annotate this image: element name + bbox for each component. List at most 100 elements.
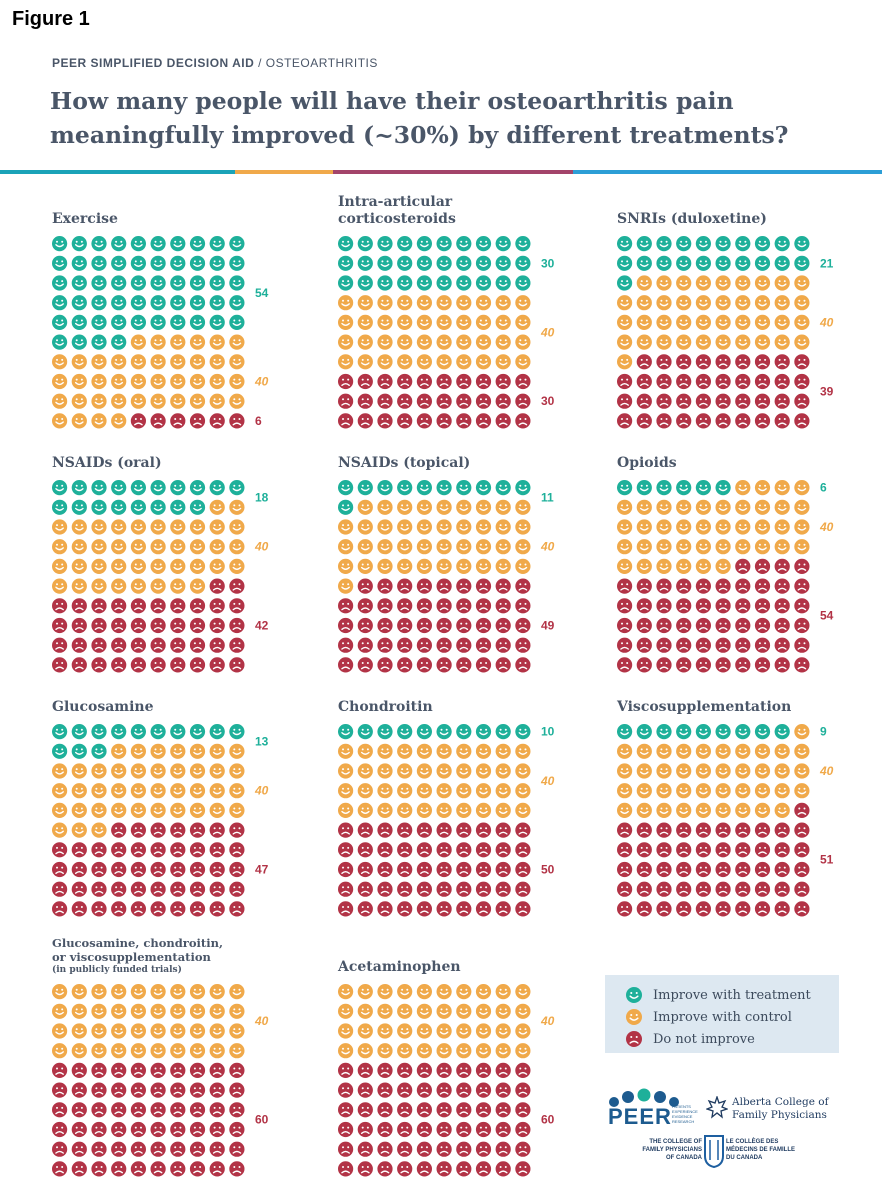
control-smile-icon	[794, 480, 810, 496]
not-improved-frown-icon	[794, 393, 810, 409]
not-improved-frown-icon	[515, 617, 531, 634]
not-improved-frown-icon	[71, 901, 87, 917]
not-improved-frown-icon	[416, 901, 432, 917]
not-improved-frown-icon	[357, 637, 373, 653]
not-improved-frown-icon	[774, 393, 790, 409]
control-smile-icon	[735, 275, 751, 291]
not-improved-frown-icon	[377, 1082, 393, 1098]
control-smile-icon	[71, 413, 87, 429]
control-smile-icon	[416, 519, 432, 535]
not-improved-frown-icon	[209, 413, 225, 429]
control-smile-icon	[111, 1023, 127, 1039]
treatment-smile-icon	[52, 314, 68, 330]
not-improved-frown-icon	[656, 822, 672, 838]
treatment-smile-icon	[130, 724, 146, 740]
control-smile-icon	[754, 763, 771, 779]
control-smile-icon	[377, 783, 393, 799]
treatment-smile-icon	[495, 275, 511, 291]
not-improved-frown-icon	[774, 373, 790, 390]
not-improved-frown-icon	[735, 578, 751, 594]
control-smile-icon	[338, 539, 354, 555]
not-improved-frown-icon	[357, 373, 373, 390]
not-improved-frown-icon	[715, 657, 731, 673]
not-improved-frown-icon	[715, 637, 731, 653]
not-improved-frown-icon	[357, 1062, 373, 1078]
not-improved-frown-icon	[377, 1141, 393, 1157]
control-smile-icon	[754, 295, 771, 311]
none-count-label: 60	[541, 1113, 555, 1127]
treatment-smile-icon	[111, 480, 127, 496]
control-smile-icon	[475, 783, 492, 799]
panel-title-text: NSAIDs (oral)	[52, 455, 162, 471]
not-improved-frown-icon	[52, 1082, 68, 1098]
not-improved-frown-icon	[735, 822, 751, 838]
panel-title-text: SNRIs (duloxetine)	[617, 211, 767, 227]
not-improved-frown-icon	[774, 861, 790, 878]
not-improved-frown-icon	[229, 637, 245, 653]
control-smile-icon	[656, 314, 672, 330]
treatment-smile-icon	[52, 295, 68, 311]
not-improved-frown-icon	[515, 598, 531, 614]
not-improved-frown-icon	[754, 558, 771, 574]
control-count-label: 40	[254, 1014, 269, 1028]
icon-array-panel: Glucosamine 13 40 47	[52, 699, 322, 921]
control-smile-icon	[715, 519, 731, 535]
treatment-smile-icon	[695, 236, 711, 252]
control-smile-icon	[357, 354, 373, 370]
control-smile-icon	[52, 558, 68, 574]
control-smile-icon	[209, 743, 225, 759]
not-improved-frown-icon	[170, 413, 186, 429]
not-improved-frown-icon	[515, 842, 531, 858]
not-improved-frown-icon	[754, 637, 771, 653]
treatment-smile-icon	[656, 480, 672, 496]
not-improved-frown-icon	[377, 637, 393, 653]
treatment-smile-icon	[229, 236, 245, 252]
treatment-smile-icon	[189, 236, 206, 252]
not-improved-frown-icon	[515, 1082, 531, 1098]
not-improved-frown-icon	[209, 617, 225, 634]
treatment-smile-icon	[209, 295, 225, 311]
not-improved-frown-icon	[338, 373, 354, 390]
not-improved-frown-icon	[189, 1161, 206, 1177]
control-smile-icon	[397, 743, 413, 759]
not-improved-frown-icon	[397, 1102, 413, 1118]
not-improved-frown-icon	[436, 1141, 452, 1157]
not-improved-frown-icon	[397, 1121, 413, 1138]
control-smile-icon	[150, 519, 166, 535]
not-improved-frown-icon	[357, 1121, 373, 1138]
treatment-smile-icon	[456, 724, 472, 740]
not-improved-frown-icon	[695, 354, 711, 370]
control-smile-icon	[456, 1003, 472, 1019]
not-improved-frown-icon	[377, 413, 393, 429]
not-improved-frown-icon	[397, 901, 413, 917]
not-improved-frown-icon	[456, 1141, 472, 1157]
control-smile-icon	[656, 519, 672, 535]
control-smile-icon	[515, 783, 531, 799]
control-smile-icon	[111, 393, 127, 409]
icon-array: 18 40 42	[52, 480, 269, 673]
control-smile-icon	[636, 334, 652, 350]
treatment-smile-icon	[676, 724, 692, 740]
legend-label: Improve with control	[653, 1009, 792, 1025]
treatment-smile-icon	[338, 724, 354, 740]
not-improved-frown-icon	[338, 1121, 354, 1138]
treatment-smile-icon	[52, 236, 68, 252]
control-smile-icon	[71, 519, 87, 535]
control-smile-icon	[71, 783, 87, 799]
icon-array-panel: SNRIs (duloxetine) 21 40 39	[617, 211, 882, 433]
not-improved-frown-icon	[636, 861, 652, 878]
control-smile-icon	[209, 783, 225, 799]
not-improved-frown-icon	[456, 413, 472, 429]
not-improved-frown-icon	[436, 578, 452, 594]
peer-logo-icon	[609, 1088, 679, 1107]
not-improved-frown-icon	[189, 657, 206, 673]
not-improved-frown-icon	[150, 1062, 166, 1078]
control-smile-icon	[416, 354, 432, 370]
not-improved-frown-icon	[695, 413, 711, 429]
treatment-smile-icon	[617, 255, 633, 271]
not-improved-frown-icon	[636, 637, 652, 653]
not-improved-frown-icon	[495, 822, 511, 838]
icon-array-panel: Exercise 54 40 6	[52, 211, 322, 433]
treatment-smile-icon	[91, 295, 107, 311]
control-smile-icon	[715, 743, 731, 759]
